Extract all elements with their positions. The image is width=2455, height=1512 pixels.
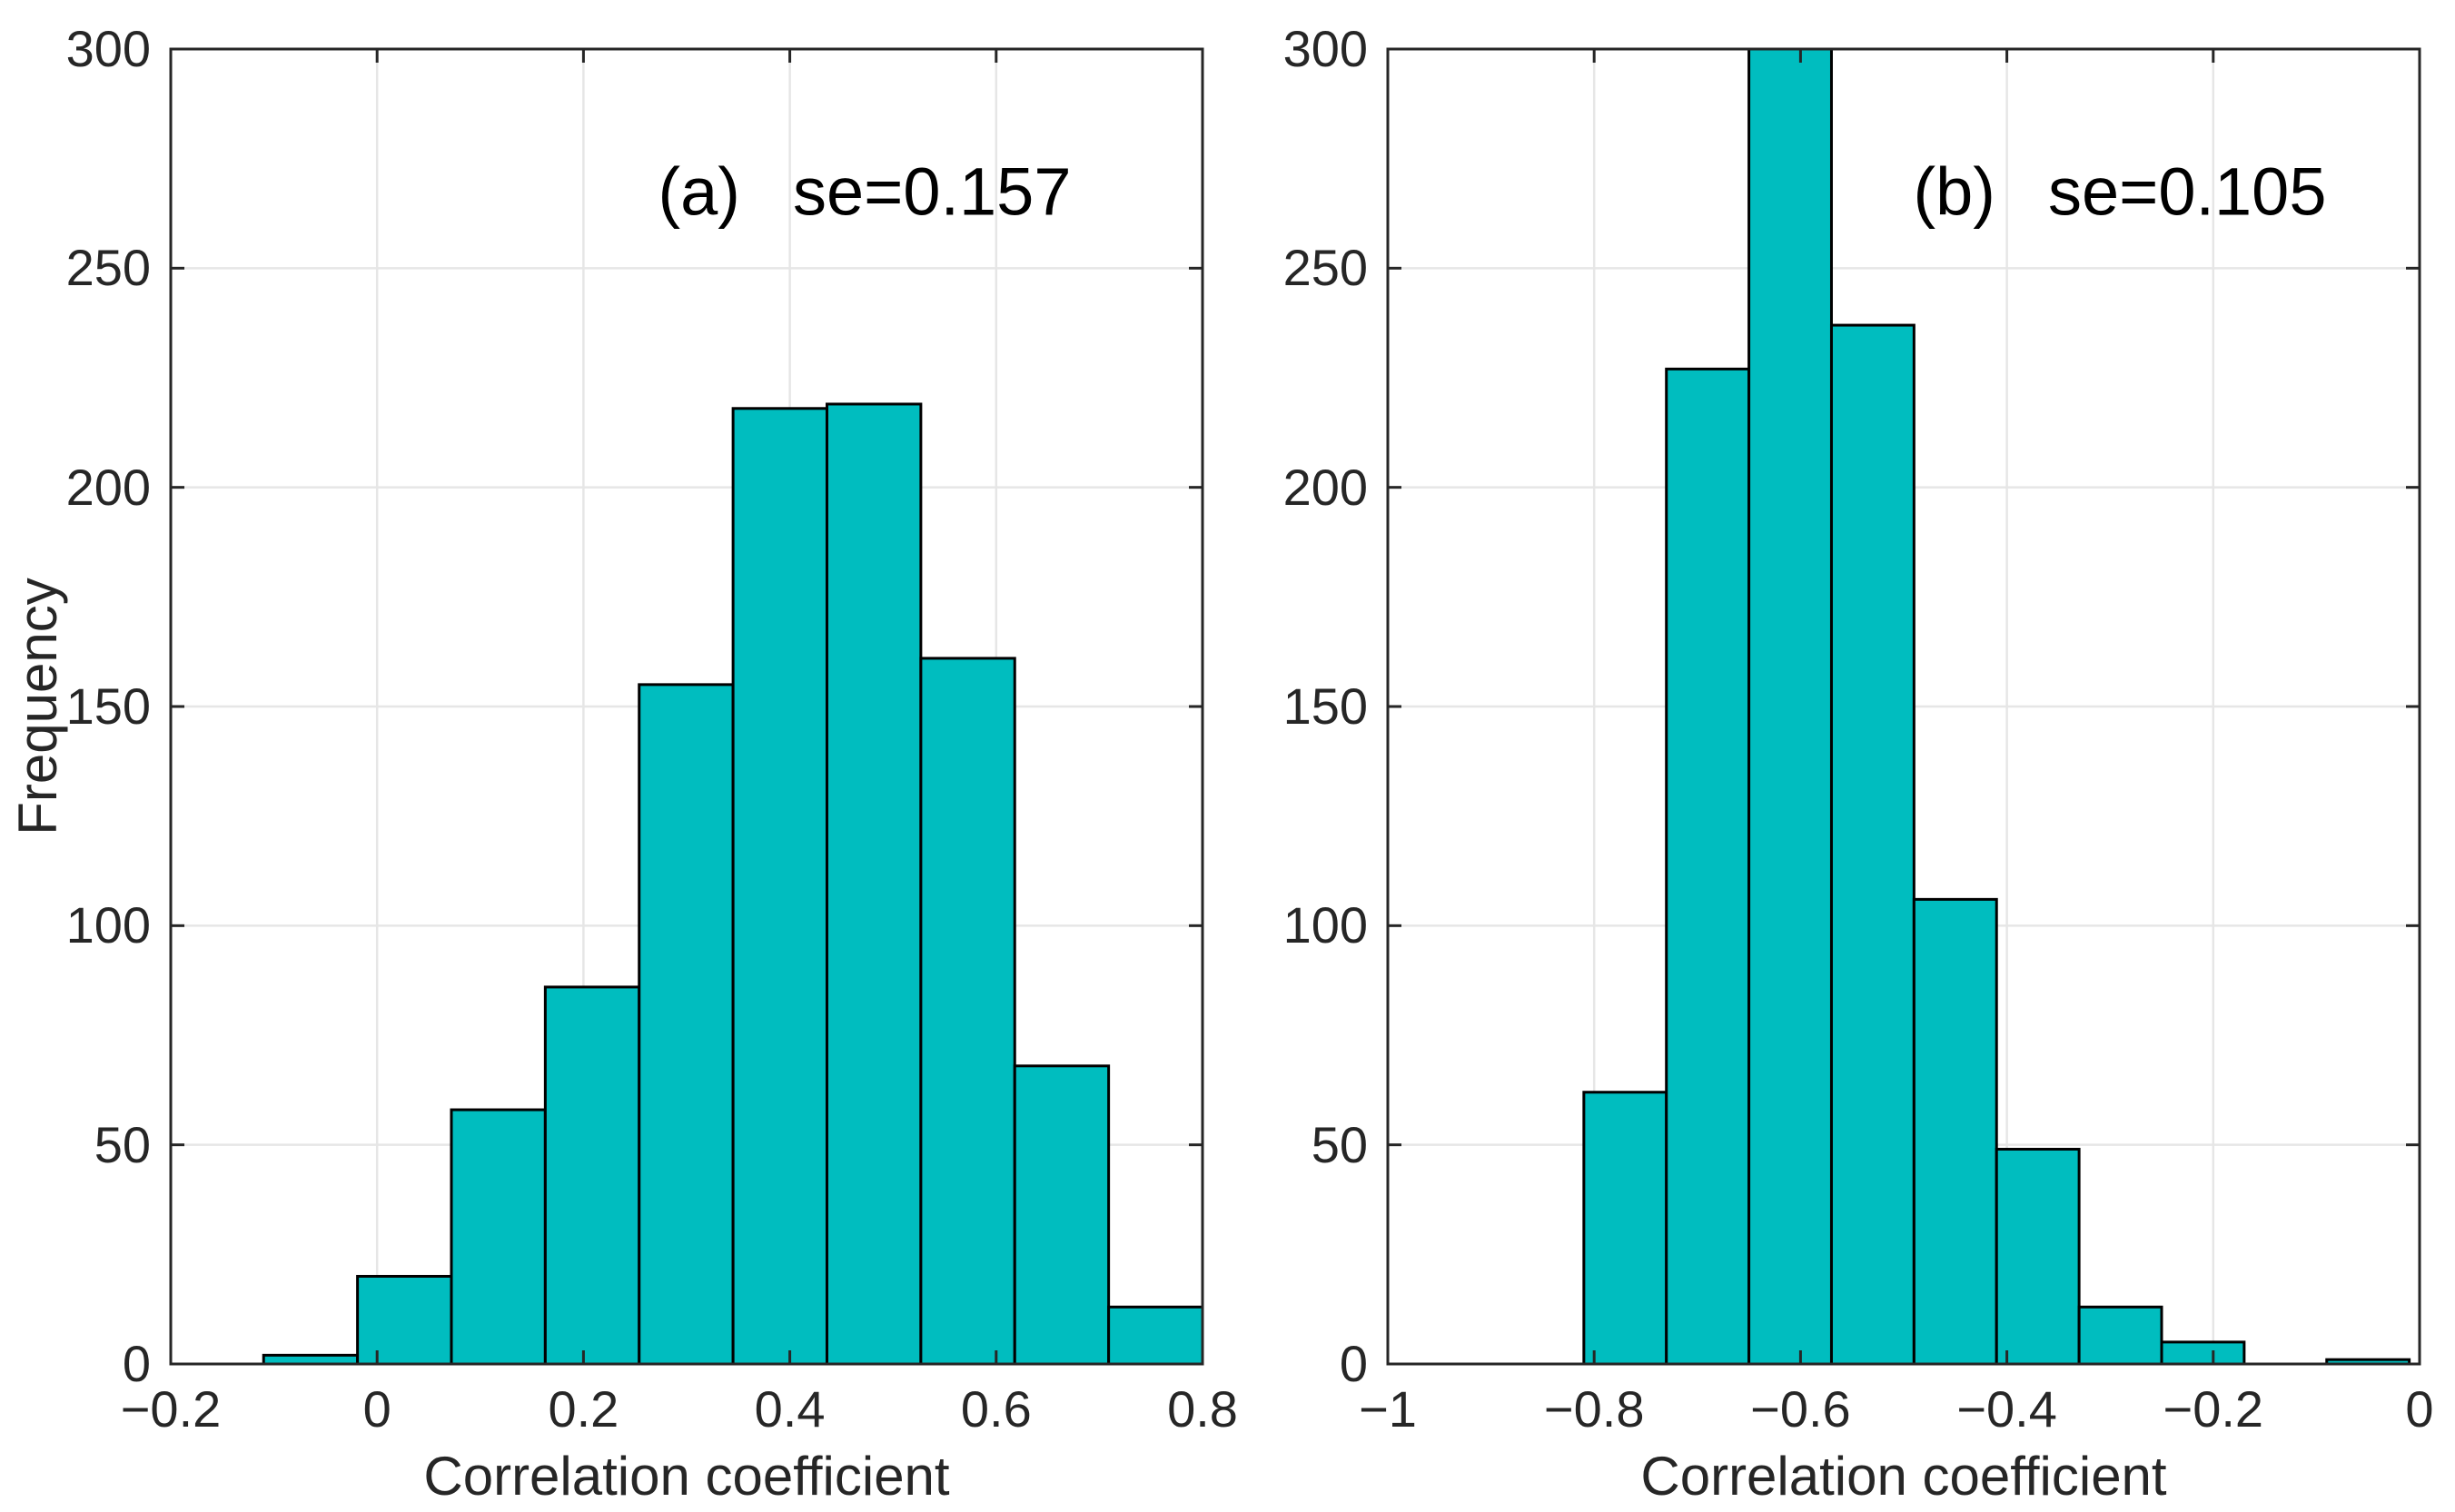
y-axis-label: Frequency: [7, 578, 68, 835]
x-tick-label-b: −0.6: [1750, 1380, 1851, 1438]
histogram-bar-a: [1013, 1064, 1111, 1366]
y-tick-label-a: 50: [94, 1115, 151, 1173]
panel-a-se-annotation: se=0.157: [792, 153, 1072, 230]
x-tick-label-b: −0.2: [2163, 1380, 2264, 1438]
y-tick-label-a: 150: [65, 677, 151, 735]
panel-b-label: (b): [1913, 153, 1995, 230]
histogram-bar-a: [825, 402, 923, 1366]
y-tick-label-a: 0: [122, 1335, 151, 1392]
y-tick-label-a: 250: [65, 239, 151, 297]
y-tick-label-b: 300: [1282, 20, 1368, 77]
histogram-bar-b: [1665, 367, 1751, 1366]
histogram-bar-b: [1829, 323, 1915, 1366]
y-tick-label-a: 100: [65, 896, 151, 954]
x-tick-label-b: 0: [2405, 1380, 2434, 1438]
panel-b-title: (b) se=0.105: [1913, 153, 2326, 231]
x-axis-label-panel-b: Correlation coefficient: [1640, 1446, 2167, 1507]
x-tick-label-b: −0.4: [1956, 1380, 2057, 1438]
x-tick-label-a: 0.2: [548, 1380, 619, 1438]
histogram-bar-a: [731, 407, 828, 1366]
histogram-bar-b: [1582, 1091, 1668, 1366]
histogram-bar-a: [450, 1108, 547, 1366]
histogram-bar-b: [2077, 1305, 2163, 1366]
panel-a-title: (a) se=0.157: [658, 153, 1071, 231]
x-tick-label-a: 0: [362, 1380, 391, 1438]
panel-b-se-annotation: se=0.105: [2047, 153, 2327, 230]
x-tick-label-a: 0.8: [1167, 1380, 1238, 1438]
y-tick-label-b: 50: [1311, 1115, 1368, 1173]
x-tick-label-b: −1: [1359, 1380, 1417, 1438]
panel-a-label: (a): [658, 153, 740, 230]
y-tick-label-b: 100: [1282, 896, 1368, 954]
x-tick-label-b: −0.8: [1543, 1380, 1645, 1438]
y-tick-label-b: 250: [1282, 239, 1368, 297]
y-tick-label-a: 300: [65, 20, 151, 77]
histogram-bar-a: [638, 683, 735, 1366]
y-tick-label-b: 200: [1282, 458, 1368, 516]
histogram-bar-a: [1107, 1305, 1204, 1366]
histogram-bar-b: [2160, 1340, 2246, 1366]
x-tick-label-a: 0.4: [754, 1380, 826, 1438]
x-tick-label-a: −0.2: [120, 1380, 222, 1438]
histogram-bar-b: [1747, 47, 1833, 1366]
histogram-bar-a: [919, 657, 1016, 1366]
histogram-bar-a: [356, 1274, 453, 1366]
histogram-bar-b: [1995, 1147, 2081, 1366]
histogram-bar-b: [1912, 897, 1998, 1366]
y-tick-label-b: 0: [1339, 1335, 1368, 1392]
x-axis-label-panel-a: Correlation coefficient: [423, 1446, 950, 1507]
x-tick-label-a: 0.6: [960, 1380, 1032, 1438]
y-tick-label-a: 200: [65, 458, 151, 516]
y-tick-label-b: 150: [1282, 677, 1368, 735]
histogram-bar-a: [543, 985, 641, 1366]
